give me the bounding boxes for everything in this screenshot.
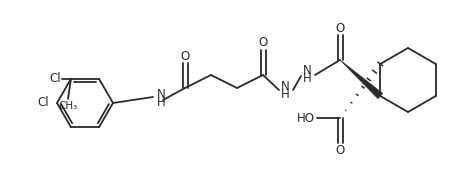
Text: O: O (335, 143, 345, 156)
Text: Cl: Cl (49, 72, 61, 85)
Text: N: N (281, 80, 290, 93)
Text: O: O (180, 49, 190, 62)
Text: O: O (258, 36, 268, 49)
Text: N: N (303, 64, 311, 77)
Text: O: O (335, 21, 345, 34)
Polygon shape (340, 60, 382, 99)
Text: H: H (156, 96, 165, 108)
Text: Cl: Cl (37, 96, 49, 109)
Text: H: H (303, 71, 311, 84)
Text: H: H (281, 87, 290, 100)
Text: CH₃: CH₃ (58, 101, 78, 111)
Text: HO: HO (297, 112, 315, 124)
Text: N: N (156, 89, 165, 102)
